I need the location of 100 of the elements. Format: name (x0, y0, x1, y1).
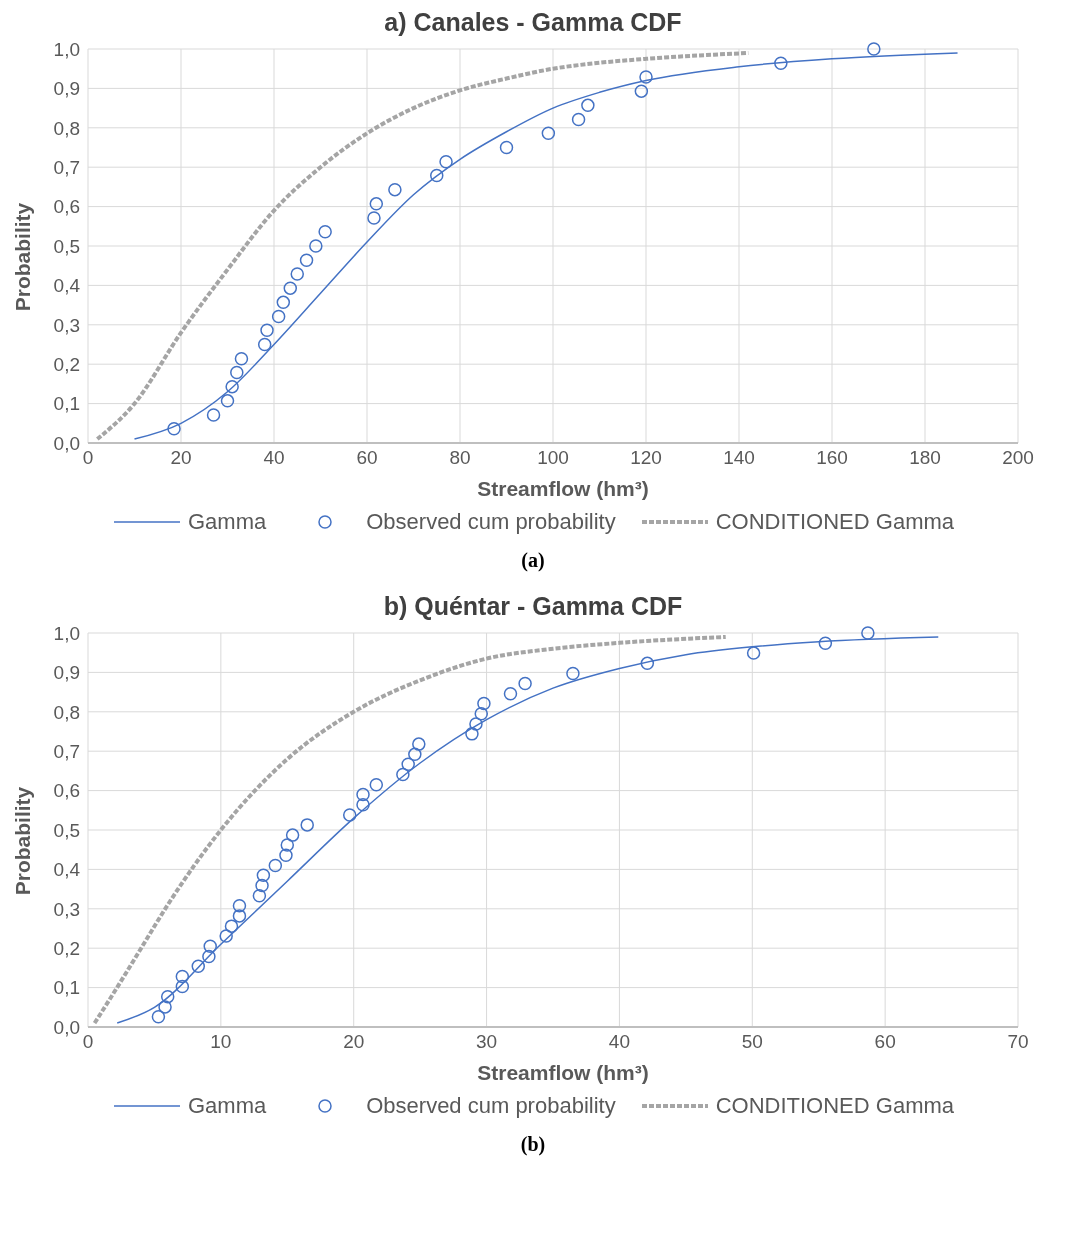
y-tick-label: 0,4 (53, 275, 81, 297)
point (220, 394, 235, 408)
point (639, 70, 653, 84)
point (219, 929, 233, 943)
point (408, 747, 422, 762)
x-tick-label: 180 (909, 447, 941, 469)
line-series (92, 634, 728, 1026)
point (260, 323, 274, 338)
point (285, 828, 300, 842)
y-axis-title: Probability (11, 202, 35, 312)
point (469, 717, 483, 731)
point (230, 365, 244, 380)
y-tick-label: 0,7 (53, 156, 80, 178)
legend-label: Observed cum probability (366, 509, 616, 535)
x-tick-label: 70 (1007, 1031, 1029, 1053)
point (430, 168, 444, 183)
point (175, 969, 190, 984)
point (300, 818, 314, 832)
x-tick-label: 120 (630, 447, 662, 469)
point (634, 84, 649, 98)
point (167, 422, 181, 436)
legend-label: CONDITIONED Gamma (715, 509, 955, 535)
y-tick-label: 0,5 (53, 235, 80, 257)
y-tick-label: 0,1 (53, 977, 80, 999)
point (541, 126, 556, 141)
point (232, 898, 247, 913)
point (309, 239, 323, 253)
y-tick-label: 0,7 (53, 740, 80, 762)
x-tick-label: 40 (608, 1031, 630, 1053)
y-tick-label: 0,8 (53, 701, 80, 723)
point (206, 408, 221, 422)
y-tick-label: 0,6 (53, 196, 80, 218)
point (252, 889, 267, 903)
point (401, 757, 415, 771)
point (299, 253, 314, 267)
point (439, 154, 453, 169)
point (503, 686, 518, 701)
point (318, 225, 332, 239)
x-tick-label: 0 (82, 447, 94, 469)
x-tick-label: 30 (476, 1031, 498, 1053)
point (276, 295, 291, 310)
point (746, 646, 761, 660)
y-tick-label: 0,9 (53, 78, 80, 100)
point (388, 182, 402, 197)
x-tick-label: 60 (356, 447, 378, 469)
point (256, 868, 271, 883)
y-tick-label: 0,3 (53, 314, 80, 336)
chart-title: b) Quéntar - Gamma CDF (382, 592, 684, 621)
point (283, 281, 298, 295)
text: (a) (520, 549, 546, 572)
point (234, 351, 249, 366)
y-axis-title: Probability (11, 786, 35, 896)
y-tick-label: 0,0 (53, 1016, 80, 1038)
legend-label: CONDITIONED Gamma (715, 1093, 955, 1119)
x-tick-label: 200 (1002, 447, 1034, 469)
point (224, 919, 239, 933)
point (279, 848, 293, 862)
point (225, 379, 239, 394)
x-tick-label: 80 (449, 447, 471, 469)
legend-label: Gamma (187, 1093, 267, 1119)
y-tick-label: 0,9 (53, 662, 80, 684)
point (255, 878, 269, 893)
y-tick-label: 1,0 (53, 38, 80, 60)
point (412, 737, 426, 751)
point (465, 727, 479, 741)
point (203, 939, 217, 953)
point (861, 626, 875, 640)
x-tick-label: 20 (343, 1031, 365, 1053)
point (499, 140, 514, 155)
point (640, 656, 655, 671)
y-tick-label: 0,1 (53, 393, 80, 415)
point (158, 1000, 172, 1014)
point (571, 112, 586, 127)
point (518, 676, 532, 691)
point (581, 98, 595, 113)
point (202, 949, 216, 964)
point (232, 909, 247, 923)
text: (b) (519, 1133, 547, 1156)
y-tick-label: 0,3 (53, 898, 80, 920)
point (477, 696, 491, 711)
y-tick-label: 0,4 (53, 859, 81, 881)
y-tick-label: 1,0 (53, 622, 80, 644)
legend-label: Observed cum probability (366, 1093, 616, 1119)
point (369, 777, 384, 792)
point (151, 1010, 166, 1024)
point (290, 267, 304, 281)
point (191, 959, 206, 974)
y-tick-label: 0,5 (53, 819, 80, 841)
x-tick-label: 100 (537, 447, 569, 469)
point (268, 858, 283, 873)
x-axis-title: Streamflow (hm³) (476, 477, 650, 501)
x-tick-label: 40 (263, 447, 285, 469)
legend-label: Gamma (187, 509, 267, 535)
point (818, 636, 833, 650)
y-tick-label: 0,8 (53, 117, 80, 139)
x-tick-label: 0 (82, 1031, 94, 1053)
point (396, 767, 410, 782)
point (566, 666, 580, 681)
x-tick-label: 20 (170, 447, 192, 469)
x-tick-label: 60 (874, 1031, 896, 1053)
